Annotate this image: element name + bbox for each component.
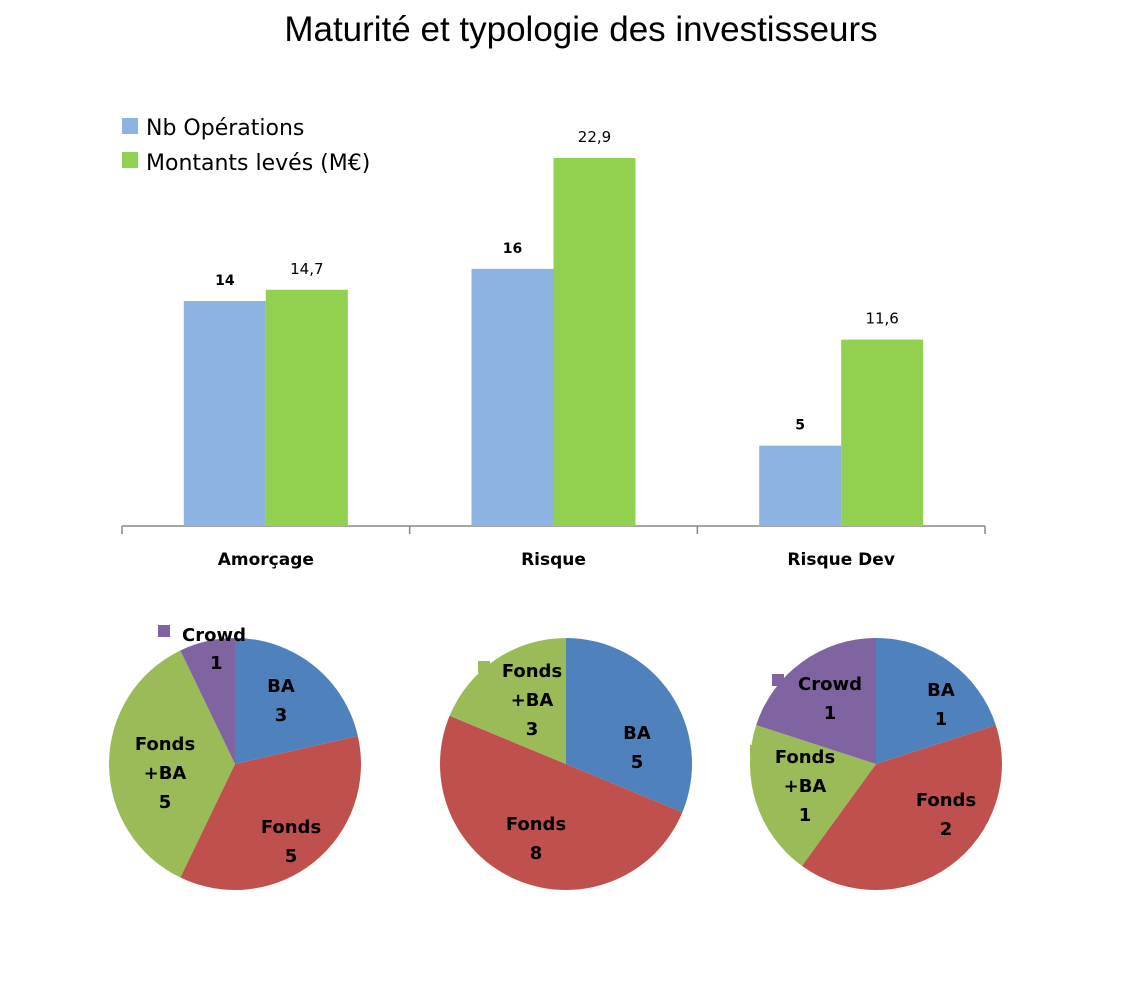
bar-nb (471, 268, 554, 526)
pie-legend-swatch (772, 674, 784, 686)
pie-label: Crowd 1 (798, 674, 862, 724)
legend-swatch-montants (122, 152, 138, 168)
data-label: 14,7 (290, 260, 323, 278)
pie-slice-fonds-ba (108, 650, 235, 878)
category-label: Risque (521, 550, 586, 570)
bar-montants (553, 158, 636, 526)
pie-label: Fonds +BA 5 (135, 734, 195, 813)
pie-slice-fonds (801, 725, 1003, 891)
pie-label: Crowd 1 (182, 625, 246, 674)
pie-label: Fonds 2 (916, 790, 976, 840)
pie-label: BA 1 (927, 680, 955, 730)
pie-legend-swatch (750, 745, 762, 757)
bar-montants (265, 289, 348, 526)
bar-chart: 14 14,7 Amorçage 16 22,9 Risque 5 11,6 Risque De… (121, 128, 986, 570)
pie-legend-swatch (478, 661, 490, 673)
pie-slice-fonds (180, 735, 361, 891)
pie-chart-2: BA 5 Fonds 8 Fonds +BA 3 (440, 638, 692, 890)
pie-slice-crowd (180, 638, 235, 764)
legend-label-nb: Nb Opérations (146, 116, 304, 141)
data-label: 16 (503, 241, 522, 257)
pie-label: BA 5 (623, 723, 651, 773)
pie-slice-ba (566, 638, 692, 813)
data-label: 11,6 (865, 310, 898, 328)
pie-slice-ba (876, 638, 996, 764)
category-label: Amorçage (218, 550, 314, 570)
bar-nb (759, 445, 842, 526)
pie-slice-fonds-ba (749, 725, 876, 866)
legend-swatch-nb (122, 118, 138, 134)
bar-montants (841, 339, 924, 526)
data-label: 22,9 (578, 128, 611, 146)
pie-slice-fonds-ba (449, 638, 566, 764)
pie-charts: BA 3 Fonds 5 Fonds +BA 5 Crowd 1 BA 5 Fonds 8 Fonds +B… (108, 625, 1003, 891)
pie-label: Fonds +BA 1 (775, 747, 835, 826)
category-label: Risque Dev (787, 550, 894, 570)
page-title: Maturité et typologie des investisseurs (284, 10, 878, 49)
pie-label: Fonds +BA 3 (502, 661, 562, 740)
data-label: 14 (215, 273, 235, 289)
pie-label: Fonds 5 (261, 817, 321, 867)
pie-slice-ba (235, 638, 358, 764)
pie-label: Fonds 8 (506, 814, 566, 864)
pie-slice-crowd (756, 638, 876, 764)
bar-nb (183, 301, 266, 526)
pie-chart-1: BA 3 Fonds 5 Fonds +BA 5 Crowd 1 (108, 625, 361, 891)
pie-chart-3: BA 1 Fonds 2 Fonds +BA 1 Crowd 1 (749, 638, 1003, 891)
pie-slice-fonds (440, 715, 683, 890)
legend-label-montants: Montants levés (M€) (146, 151, 370, 176)
legend: Nb Opérations Montants levés (M€) (122, 116, 370, 176)
pie-label: BA 3 (267, 676, 295, 726)
pie-legend-swatch (158, 625, 170, 637)
data-label: 5 (795, 418, 805, 434)
